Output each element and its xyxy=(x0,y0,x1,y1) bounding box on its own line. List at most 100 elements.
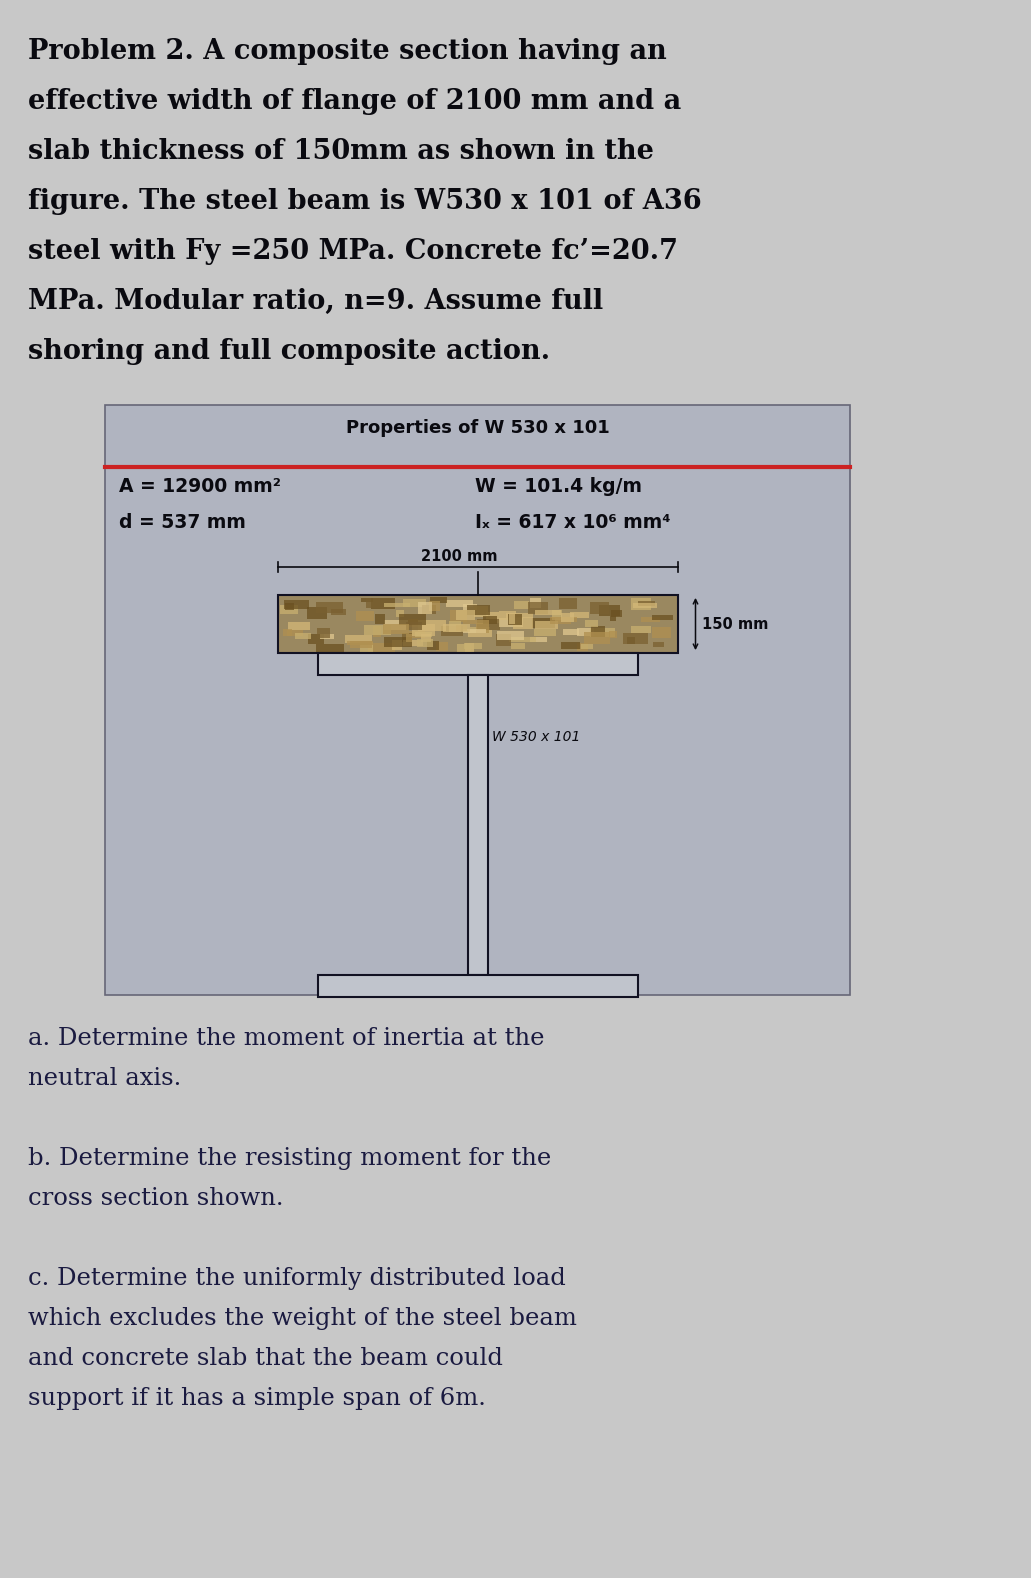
Bar xyxy=(653,642,664,647)
Bar xyxy=(399,614,427,625)
Bar xyxy=(509,638,536,642)
Bar xyxy=(277,595,677,653)
Text: A = 12900 mm²: A = 12900 mm² xyxy=(119,477,280,495)
Bar xyxy=(383,623,409,634)
Bar xyxy=(408,619,418,626)
Text: W = 101.4 kg/m: W = 101.4 kg/m xyxy=(475,477,642,495)
Bar xyxy=(406,622,422,630)
Bar xyxy=(317,601,343,612)
Bar xyxy=(590,628,616,638)
Bar xyxy=(487,612,499,623)
Bar xyxy=(372,625,380,638)
Bar xyxy=(553,609,562,620)
Bar xyxy=(631,626,651,633)
Bar xyxy=(509,612,516,625)
Bar xyxy=(511,642,525,649)
Bar xyxy=(318,628,330,638)
Bar xyxy=(508,614,523,625)
Text: cross section shown.: cross section shown. xyxy=(28,1187,284,1210)
Text: W 530 x 101: W 530 x 101 xyxy=(493,731,580,743)
Bar xyxy=(534,630,556,636)
Bar xyxy=(436,642,448,652)
Bar xyxy=(441,626,463,636)
Bar xyxy=(308,634,324,644)
Bar xyxy=(384,638,411,647)
Bar xyxy=(477,619,500,630)
Bar xyxy=(105,406,850,996)
Bar xyxy=(627,638,635,644)
Bar xyxy=(610,609,622,617)
Bar xyxy=(624,633,647,644)
Bar xyxy=(411,625,435,636)
Bar xyxy=(347,641,373,645)
Bar xyxy=(332,609,345,615)
Bar xyxy=(535,609,561,615)
Text: effective width of flange of 2100 mm and a: effective width of flange of 2100 mm and… xyxy=(28,88,681,115)
Text: MPa. Modular ratio, n=9. Assume full: MPa. Modular ratio, n=9. Assume full xyxy=(28,289,603,316)
Bar xyxy=(285,600,309,609)
Text: b. Determine the resisting moment for the: b. Determine the resisting moment for th… xyxy=(28,1147,552,1169)
Bar xyxy=(396,609,404,617)
Text: which excludes the weight of the steel beam: which excludes the weight of the steel b… xyxy=(28,1307,577,1330)
Bar xyxy=(560,598,576,609)
Text: Problem 2. A composite section having an: Problem 2. A composite section having an xyxy=(28,38,667,65)
Bar xyxy=(446,600,473,608)
Text: Properties of W 530 x 101: Properties of W 530 x 101 xyxy=(345,420,609,437)
Bar xyxy=(463,628,486,633)
Bar xyxy=(550,617,571,623)
Text: Iₓ = 617 x 10⁶ mm⁴: Iₓ = 617 x 10⁶ mm⁴ xyxy=(475,513,670,532)
Bar xyxy=(484,615,497,623)
Bar xyxy=(418,603,432,614)
Bar xyxy=(463,603,476,611)
Bar xyxy=(610,615,617,620)
Bar xyxy=(286,603,294,609)
Bar xyxy=(423,604,436,614)
Text: slab thickness of 150mm as shown in the: slab thickness of 150mm as shown in the xyxy=(28,137,654,166)
Bar xyxy=(307,608,327,619)
Bar xyxy=(530,598,541,608)
Bar xyxy=(392,641,402,650)
Text: neutral axis.: neutral axis. xyxy=(28,1067,181,1090)
Bar xyxy=(287,630,303,636)
Bar xyxy=(528,603,547,614)
Bar xyxy=(552,617,577,622)
Text: figure. The steel beam is W530 x 101 of A36: figure. The steel beam is W530 x 101 of … xyxy=(28,188,702,215)
Bar xyxy=(448,620,461,631)
Bar xyxy=(374,614,386,625)
Bar xyxy=(561,642,580,649)
Bar xyxy=(505,614,533,619)
Bar xyxy=(421,634,431,642)
Bar xyxy=(467,675,488,975)
Bar xyxy=(430,596,446,603)
Bar xyxy=(473,606,489,617)
Bar xyxy=(406,634,411,642)
Bar xyxy=(633,603,657,608)
Bar xyxy=(368,644,395,655)
Bar xyxy=(385,603,410,608)
Bar xyxy=(499,611,517,620)
Bar xyxy=(496,634,511,645)
Bar xyxy=(357,611,374,620)
Bar xyxy=(570,612,589,619)
Bar xyxy=(609,631,618,638)
Text: support if it has a simple span of 6m.: support if it has a simple span of 6m. xyxy=(28,1387,486,1411)
Text: c. Determine the uniformly distributed load: c. Determine the uniformly distributed l… xyxy=(28,1267,566,1289)
Bar xyxy=(456,611,474,620)
Bar xyxy=(317,644,344,652)
Bar xyxy=(585,620,598,628)
Bar xyxy=(364,625,391,636)
Bar xyxy=(417,639,433,647)
Text: 2100 mm: 2100 mm xyxy=(422,549,498,563)
Bar xyxy=(465,642,474,652)
Bar xyxy=(442,623,470,631)
Text: a. Determine the moment of inertia at the: a. Determine the moment of inertia at th… xyxy=(28,1027,544,1049)
Bar xyxy=(282,630,293,636)
Bar xyxy=(530,638,547,642)
Bar xyxy=(371,598,395,609)
Text: and concrete slab that the beam could: and concrete slab that the beam could xyxy=(28,1348,503,1370)
Bar xyxy=(577,628,594,636)
Bar xyxy=(403,598,426,608)
Bar xyxy=(350,641,372,649)
Bar xyxy=(318,975,637,997)
Bar xyxy=(429,601,440,611)
